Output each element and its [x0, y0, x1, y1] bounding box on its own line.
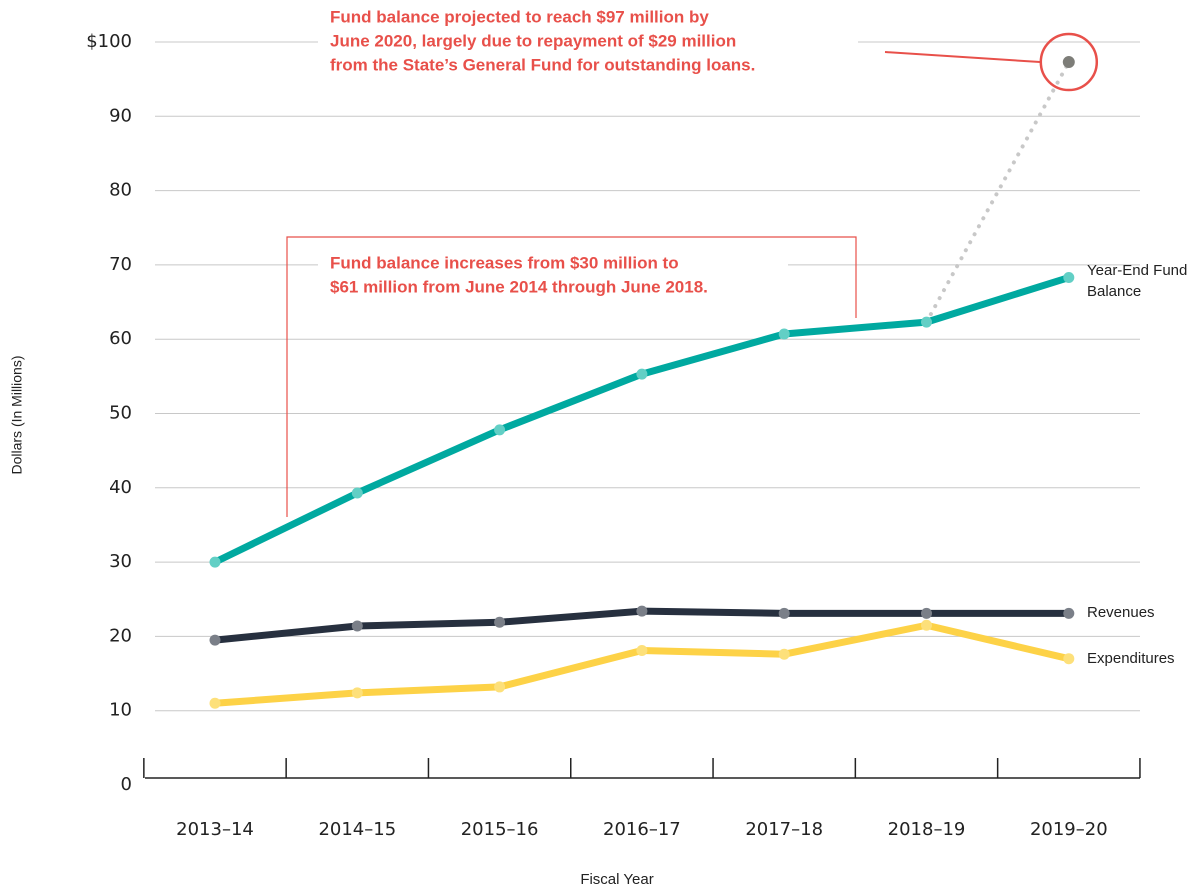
- point: [351, 487, 363, 499]
- series-line: [211, 274, 1073, 566]
- point: [921, 607, 932, 619]
- point: [494, 616, 506, 628]
- point: [1063, 607, 1075, 619]
- annotation-bg: [318, 4, 858, 82]
- x-tick-label: 2014–15: [318, 819, 396, 840]
- y-tick-label: 70: [109, 254, 132, 275]
- y-tick-label: 20: [109, 625, 132, 646]
- point: [921, 316, 932, 328]
- series-label: Year-End Fund Balance: [1087, 261, 1188, 300]
- point: [778, 648, 790, 660]
- y-tick-label: 0: [121, 774, 132, 795]
- point: [1063, 272, 1075, 284]
- point: [1062, 56, 1075, 69]
- y-tick-label: 40: [109, 477, 132, 498]
- y-tick-label: 10: [109, 700, 132, 721]
- point: [351, 687, 363, 699]
- series-line: [211, 621, 1073, 707]
- x-tick-label: 2019–20: [1030, 819, 1108, 840]
- y-axis-title: Dollars (In Millions): [9, 355, 25, 474]
- x-tick-label: 2016–17: [603, 819, 681, 840]
- series-label: Revenues: [1087, 604, 1155, 622]
- point: [351, 620, 363, 632]
- x-tick-label: 2013–14: [176, 819, 254, 840]
- point: [209, 556, 221, 568]
- point: [636, 645, 648, 657]
- callout-bracket: [286, 236, 857, 517]
- projection-line: [924, 60, 1071, 325]
- point: [636, 605, 648, 617]
- y-tick-label: 50: [109, 403, 132, 424]
- annotation-text: from the State’s General Fund for outsta…: [330, 55, 755, 74]
- y-tick-label: 90: [109, 105, 132, 126]
- callout-line: [884, 51, 1041, 63]
- callout-circle: [1039, 32, 1099, 92]
- annotation-bg: [318, 250, 788, 304]
- series-label: Expenditures: [1087, 649, 1175, 667]
- x-tick-label: 2018–19: [888, 819, 966, 840]
- point: [209, 634, 221, 646]
- point: [778, 607, 790, 619]
- point: [209, 697, 221, 709]
- annotation-text: June 2020, largely due to repayment of $…: [330, 31, 736, 50]
- point: [778, 328, 790, 340]
- y-tick-label: 60: [109, 328, 132, 349]
- point: [494, 681, 506, 693]
- annotation-text: Fund balance increases from $30 million …: [330, 253, 679, 272]
- annotation-text: $61 million from June 2014 through June …: [330, 277, 708, 296]
- point: [494, 424, 506, 436]
- y-tick-label: 30: [109, 551, 132, 572]
- point: [636, 368, 648, 380]
- point: [1063, 653, 1075, 665]
- x-axis-title: Fiscal Year: [580, 871, 653, 888]
- point: [921, 619, 932, 631]
- x-tick-label: 2017–18: [745, 819, 823, 840]
- x-tick-label: 2015–16: [461, 819, 539, 840]
- annotation-text: Fund balance projected to reach $97 mill…: [330, 7, 709, 26]
- y-tick-label: 80: [109, 180, 132, 201]
- y-tick-label: $100: [86, 31, 132, 52]
